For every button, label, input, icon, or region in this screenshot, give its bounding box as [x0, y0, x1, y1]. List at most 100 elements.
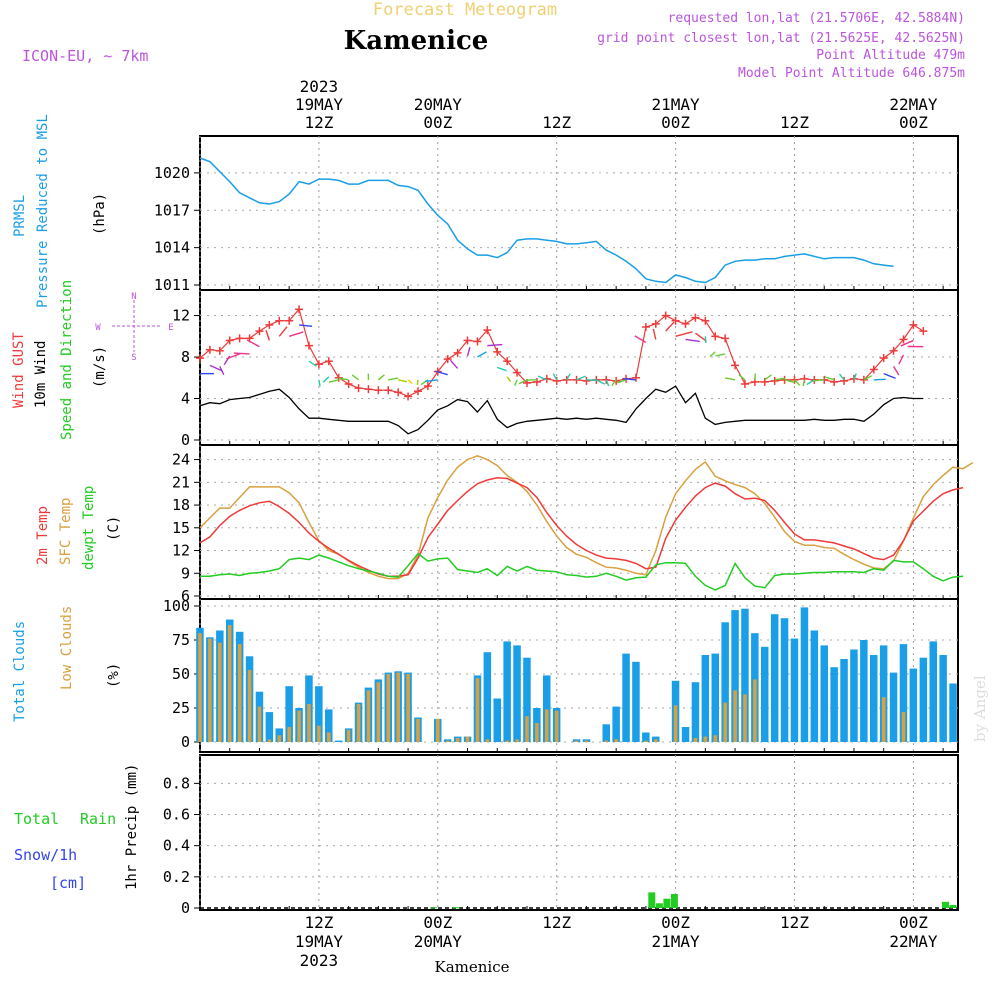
pressure-unit: (hPa) [92, 193, 108, 235]
wind-arrow [898, 354, 905, 365]
total-cloud-bar [909, 668, 918, 742]
total-cloud-bar [315, 686, 323, 742]
gust-marker [453, 348, 462, 357]
total-cloud-bar [899, 644, 908, 742]
gust-marker [205, 345, 214, 354]
wind-arrow [764, 374, 772, 381]
ytick-label-temp: 6 [181, 587, 190, 605]
wind-arrow-shaft [506, 376, 512, 383]
low-cloud-bar [416, 718, 420, 742]
wind-arrow [338, 377, 349, 381]
wind-arrow [709, 351, 716, 358]
gust-marker [631, 373, 640, 382]
temp-2m-line [199, 477, 964, 578]
wind-arrow [725, 377, 736, 381]
model-label: ICON-EU, ~ 7km [22, 47, 148, 65]
bottom-time-hour: 00Z [661, 913, 690, 932]
total-cloud-bar [483, 652, 492, 742]
low-cloud-bar [376, 682, 381, 742]
wind-arrow-shaft [487, 343, 503, 347]
low-cloud-bar [436, 718, 440, 742]
wind-arrow-shaft [898, 354, 905, 365]
gust-marker [285, 316, 294, 325]
low-cloud-bar [297, 710, 301, 742]
wind-arrow [351, 374, 359, 381]
rain-bar [949, 904, 957, 908]
wind-arrow-shaft [398, 379, 408, 383]
wind-arrow-shaft [709, 351, 716, 358]
total-cloud-bar [612, 706, 620, 742]
wind-arrow [634, 335, 647, 344]
wind-arrow [416, 379, 419, 385]
compass-w: W [95, 323, 101, 333]
gust-marker [840, 376, 849, 385]
wind-arrow-shaft [695, 332, 707, 342]
low-cloud-bar [881, 697, 886, 742]
wind-arrow [514, 379, 518, 386]
precip-axis-label: 1hr Precip (mm) [124, 764, 140, 890]
ytick-label-wind: 8 [181, 348, 190, 366]
ytick-label-clouds: 0 [181, 733, 190, 751]
wind10-label: 10m Wind [33, 341, 49, 408]
bottom-time-hour: 00Z [423, 913, 452, 932]
gust-marker [770, 376, 779, 385]
wind-arrow [518, 379, 528, 385]
wind-arrow-shaft [605, 379, 610, 387]
low-cloud-bar [277, 735, 282, 742]
total-cloud-bar [543, 675, 551, 742]
total-cloud-bar [701, 655, 710, 742]
gust-marker [374, 386, 383, 395]
top-time-hour: 12Z [304, 113, 333, 132]
wind-arrow [802, 379, 806, 387]
total-cloud-bar [770, 614, 779, 742]
gust-marker [255, 327, 264, 336]
gust-marker [354, 384, 363, 393]
rain-bar [670, 894, 678, 908]
bottom-time-year: 2023 [300, 951, 339, 970]
gust-marker [275, 316, 284, 325]
ytick-label-temp: 15 [172, 519, 190, 537]
wind-arrow [900, 339, 914, 347]
low-cloud-bar [356, 703, 361, 742]
low-cloud-bar [366, 690, 371, 742]
model-altitude: Model Point Altitude 646.875m [738, 66, 965, 81]
ytick-label-pressure: 1014 [154, 239, 190, 257]
wind-arrow [477, 351, 487, 358]
low-cloud-bar [673, 705, 678, 742]
wind-arrow-shaft [576, 375, 586, 381]
wind-arrow-shaft [434, 370, 448, 376]
wind-arrow [449, 359, 459, 369]
gust-marker [364, 385, 373, 394]
total-cloud-bar [741, 608, 749, 742]
low-cloud-bar [554, 710, 559, 742]
bottom-time-hour: 12Z [780, 913, 809, 932]
temp-unit: (C) [106, 516, 122, 541]
sfc-label: SFC Temp [58, 498, 74, 565]
ytick-label-temp: 9 [181, 564, 190, 582]
watermark: by Angel [971, 675, 989, 742]
total-cloud-bar [642, 732, 650, 742]
top-time-hour: 12Z [542, 113, 571, 132]
wind-arrow [265, 330, 271, 341]
low-cloud-bar [703, 736, 708, 742]
wind-arrow [219, 366, 225, 375]
wind-arrow-shaft [774, 377, 786, 381]
compass-icon: N S W E [95, 292, 173, 363]
wind-arrow [278, 326, 288, 337]
wind-arrow-shaft [704, 336, 707, 343]
low-cloud-bar [901, 712, 906, 742]
gust-marker [582, 376, 591, 385]
gust-marker [295, 305, 304, 314]
gust-marker [721, 334, 730, 343]
wind-arrow-shaft [853, 373, 857, 381]
top-time-year: 2023 [300, 77, 339, 96]
gust-marker [314, 360, 323, 369]
gust-marker [681, 319, 690, 328]
wind-arrow [704, 336, 707, 343]
wind-arrow-shaft [675, 331, 693, 337]
wind-arrow-shaft [738, 374, 746, 381]
total-cloud-bar [721, 622, 729, 742]
top-time-date: 22MAY [889, 95, 938, 114]
low-cloud-bar [713, 735, 718, 742]
gust-marker [909, 320, 918, 329]
